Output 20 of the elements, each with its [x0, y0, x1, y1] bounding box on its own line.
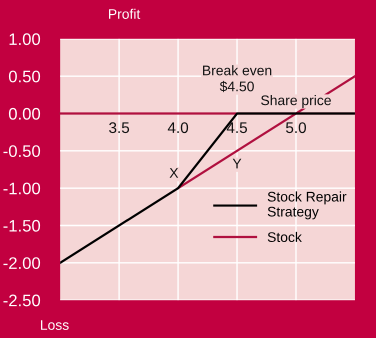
y-tick-label: -1.50 [3, 220, 40, 232]
annotation: X [170, 168, 178, 178]
y-tick-label: -2.50 [3, 294, 40, 306]
y-tick-label: 0.50 [8, 70, 40, 82]
x-tick-label: 3.5 [109, 122, 130, 134]
y-tick-label: 0.00 [8, 108, 40, 120]
x-tick-label: 4.0 [168, 122, 188, 134]
annotation: Share price [261, 95, 331, 108]
legend-label: Stock Repair Strategy [268, 191, 346, 220]
y-tick-label: -1.00 [3, 182, 40, 194]
y-tick-label: -0.50 [3, 145, 40, 158]
text: Profit [109, 8, 140, 19]
x-tick-label: 5.0 [286, 122, 306, 134]
y-tick-label: -2.00 [3, 257, 40, 270]
x-tick-label: 4.5 [226, 122, 248, 134]
annotation: Y [232, 158, 242, 168]
legend-label: Stock [268, 232, 302, 242]
annotation: Break even $4.50 [203, 65, 272, 92]
y-tick-label: 1.00 [10, 33, 40, 46]
text: Loss [40, 320, 69, 330]
